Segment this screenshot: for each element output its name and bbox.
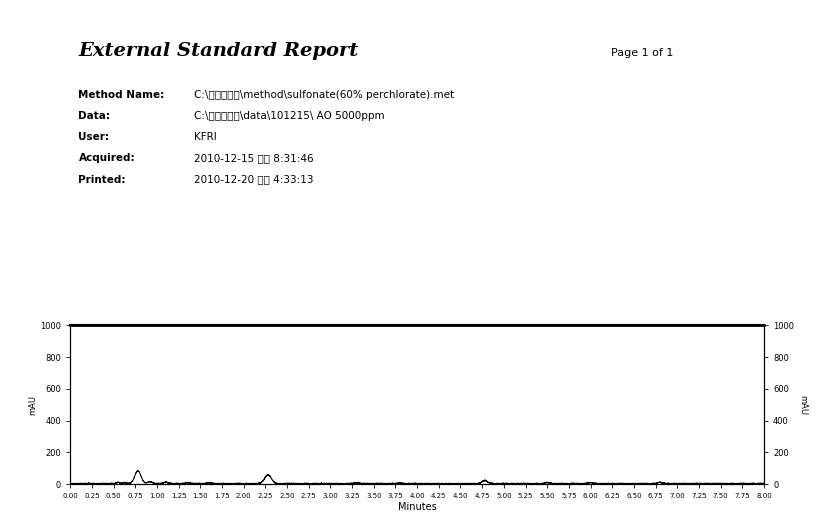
Y-axis label: mAU: mAU [28, 395, 37, 415]
Text: KFRI: KFRI [194, 132, 217, 142]
Text: C:\계면활성제\method\sulfonate(60% perchlorate).met: C:\계면활성제\method\sulfonate(60% perchlorat… [194, 90, 454, 100]
Text: Data:: Data: [78, 111, 111, 121]
Text: 2010-12-15 오후 8:31:46: 2010-12-15 오후 8:31:46 [194, 153, 314, 163]
Text: External Standard Report: External Standard Report [78, 42, 358, 60]
Y-axis label: mAU: mAU [798, 395, 807, 415]
Text: 2010-12-20 오후 4:33:13: 2010-12-20 오후 4:33:13 [194, 175, 314, 185]
Text: Printed:: Printed: [78, 175, 126, 185]
Text: C:\계면활성제\data\101215\ AO 5000ppm: C:\계면활성제\data\101215\ AO 5000ppm [194, 111, 385, 121]
Text: User:: User: [78, 132, 110, 142]
X-axis label: Minutes: Minutes [398, 502, 436, 512]
Text: Acquired:: Acquired: [78, 153, 135, 163]
Text: Page 1 of 1: Page 1 of 1 [611, 48, 674, 58]
Text: Method Name:: Method Name: [78, 90, 164, 100]
